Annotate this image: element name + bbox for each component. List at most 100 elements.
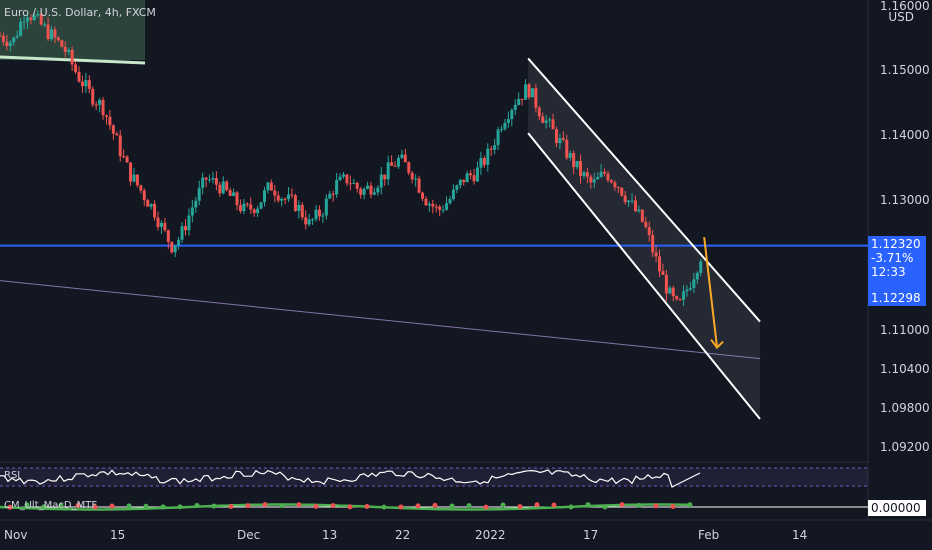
candle-body [503,122,507,129]
channel-upper [527,57,761,323]
candle-body [187,215,191,231]
candle-body [489,148,493,150]
candle-body [537,107,541,117]
candle-body [510,109,514,120]
macd-dot [483,504,489,510]
candle-body [630,200,634,202]
candle-body [197,187,201,201]
price-tick-label: 1.13000 [880,193,930,208]
candle-body [91,88,95,105]
candle-body [455,185,459,190]
candle-body [355,182,359,189]
candle-body [441,209,445,211]
candle-body [668,287,672,294]
candle-body [273,190,277,196]
candle-body [493,145,497,150]
candle-body [421,192,425,199]
price-tick-label: 1.14000 [880,128,930,143]
candle-body [84,80,88,87]
candle-body [80,81,84,87]
candle-body [300,204,304,218]
candle-body [585,172,589,177]
candle-body [321,215,325,217]
candle-body [530,88,534,98]
candle-body [458,179,462,186]
trendline [0,280,761,360]
candle-body [314,209,318,220]
candle-body [15,35,19,38]
candle-body [561,138,565,140]
candle-body [376,187,380,193]
macd-zero-label: 0.00000 [871,501,921,515]
projection-arrowhead [710,338,724,350]
candle-body [366,185,370,189]
macd-zero-box: 0.00000 [868,500,926,516]
candle-body [183,226,187,231]
candle-body [39,13,43,25]
price-tick-label: 1.16000 [880,0,930,13]
candle-body [554,129,558,144]
macd-dot [653,503,659,509]
price-tick-label: 1.09200 [880,440,930,455]
candle-body [682,291,686,300]
candle-body [252,209,256,214]
candle-body [149,203,153,207]
candle-body [671,287,675,297]
candle-body [331,193,335,195]
candle-body [695,272,699,280]
candle-body [400,154,404,158]
candle-body [434,206,438,208]
rsi-label: RSI [4,470,21,481]
candle-body [396,157,400,167]
candle-body [338,176,342,181]
candle-body [390,162,394,166]
macd-dot [568,504,574,510]
price-tick-label: 1.09800 [880,401,930,416]
macd-dot [24,502,30,508]
candle-body [46,24,50,40]
candle-body [558,138,562,144]
candle-body [606,173,610,181]
candle-body [506,119,510,123]
macd-dot [432,502,438,508]
candle-body [221,181,225,194]
candle-body [589,176,593,183]
candle-body [139,185,143,191]
macd-dot [670,504,676,510]
symbol-title: Euro / U.S. Dollar, 4h, FXCM [4,6,156,19]
candle-body [87,80,91,89]
candle-body [225,181,229,191]
candle-body [534,88,538,108]
candle-body [486,148,490,165]
currency-label: USD [888,10,914,24]
candle-body [170,241,174,253]
candle-body [575,160,579,168]
time-tick-label: 17 [583,528,599,542]
candle-body [627,200,631,203]
candle-body [235,192,239,206]
candle-body [685,289,689,292]
candle-body [462,179,466,183]
macd-dot [500,502,506,508]
macd-dot [245,503,251,509]
candle-body [287,194,291,200]
candle-body [245,203,249,205]
candle-body [135,174,139,186]
macd-dot [75,503,81,509]
candle-body [228,190,232,196]
candle-body [304,217,308,225]
macd-dot [92,504,98,510]
candle-body [565,139,569,158]
candle-body [19,21,23,36]
second-price-box: 1.12298 [868,290,926,306]
candle-body [609,180,613,183]
candle-body [335,180,339,195]
macd-dot [228,503,234,509]
current-price: 1.12320 [871,237,921,251]
candle-body [664,274,668,294]
candle-body [579,160,583,177]
candle-body [324,198,328,216]
macd-dot [313,503,319,509]
candle-body [500,128,504,130]
